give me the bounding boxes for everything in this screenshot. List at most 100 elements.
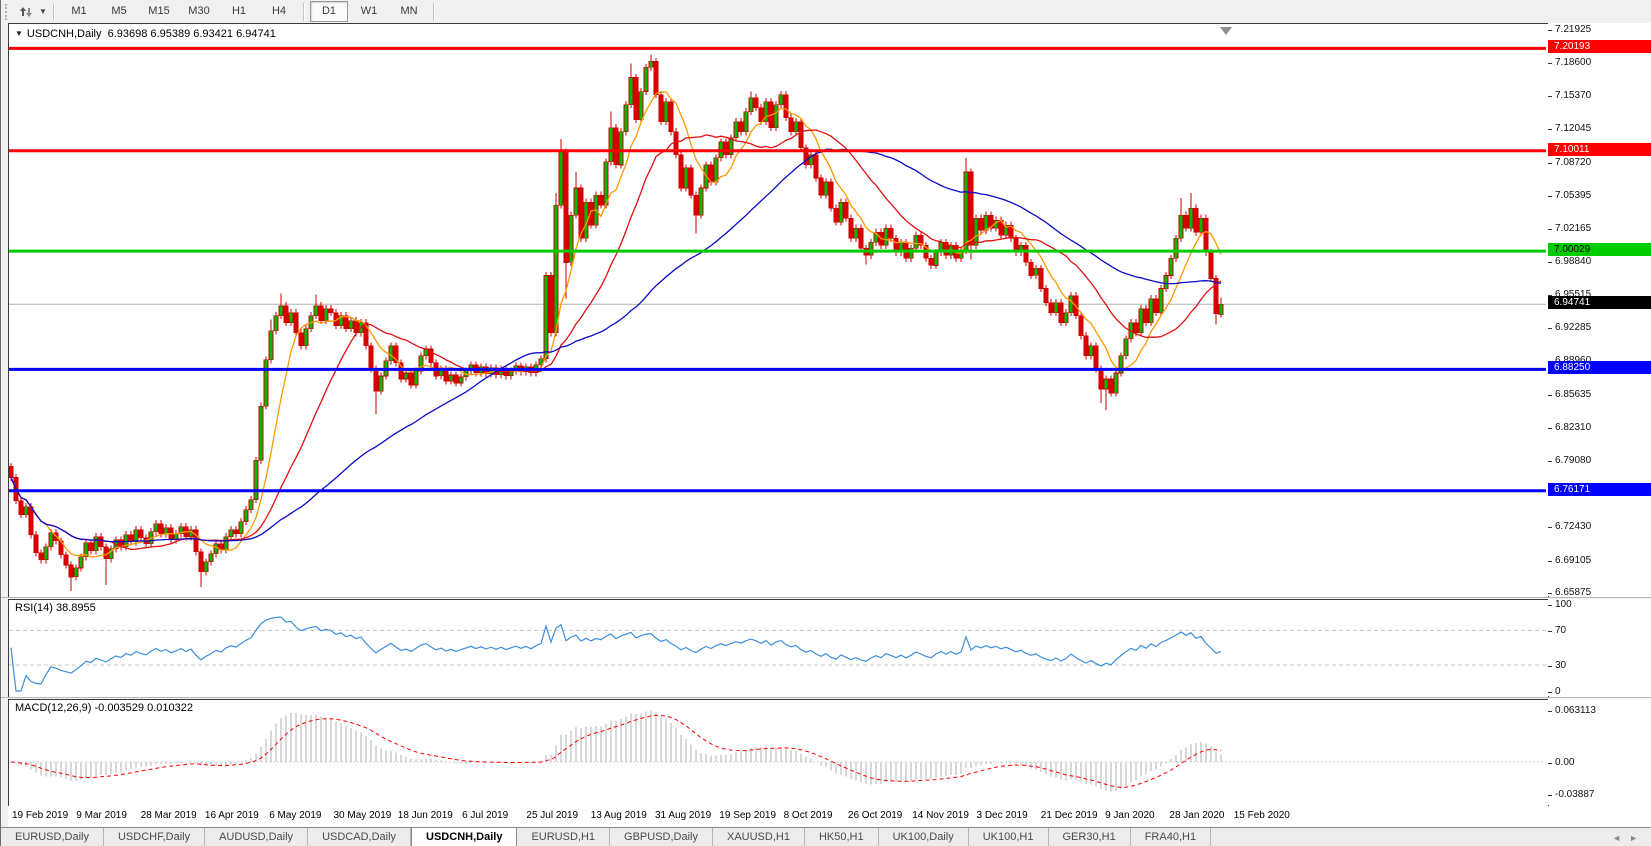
hline-price-flag: 7.10011 [1548, 143, 1651, 156]
date-label: 15 Feb 2020 [1233, 810, 1290, 821]
price-tick-label: 6.98840 [1555, 256, 1592, 267]
rsi-pane[interactable] [8, 599, 1549, 698]
chart-tab-usdchf-daily[interactable]: USDCHF,Daily [104, 828, 206, 846]
hline-price-flag: 7.00029 [1548, 243, 1651, 256]
timeframe-button-h1[interactable]: H1 [231, 5, 247, 17]
macd-values: -0.003529 0.010322 [94, 702, 193, 714]
price-tick-label: 6.65875 [1555, 587, 1592, 598]
macd-tick-label: 0.063113 [1555, 705, 1596, 716]
time-axis[interactable]: 19 Feb 2019 9 Mar 2019 28 Mar 2019 16 Apr 2… [8, 806, 1651, 826]
tab-scroll-controls: ◄ ► [1612, 828, 1651, 846]
toolbar-separator [433, 2, 435, 21]
chart-tab-gbpusd-daily[interactable]: GBPUSD,Daily [610, 828, 713, 846]
moving-average-8 [10, 91, 1222, 558]
chart-tab-usdcnh-daily[interactable]: USDCNH,Daily [411, 827, 518, 846]
chart-tab-fra40-h1[interactable]: FRA40,H1 [1131, 828, 1212, 846]
chart-tab-ger30-h1[interactable]: GER30,H1 [1049, 828, 1131, 846]
rsi-tick-label: 70 [1555, 625, 1567, 636]
toolbar-separator [303, 2, 305, 21]
macd-tick-mark [1548, 711, 1552, 712]
date-label: 31 Aug 2019 [655, 810, 712, 821]
rsi-tick-mark [1548, 605, 1552, 606]
macd-histogram [15, 710, 1222, 792]
price-tick-mark [1548, 428, 1552, 429]
chart-tab-uk100-daily[interactable]: UK100,Daily [879, 828, 969, 846]
date-label: 18 Jun 2019 [397, 810, 453, 821]
toolbar-separator [53, 2, 55, 21]
price-tick-mark [1548, 593, 1552, 594]
date-label: 8 Oct 2019 [783, 810, 833, 821]
price-tick-label: 7.02165 [1555, 223, 1592, 234]
date-label: 13 Aug 2019 [590, 810, 647, 821]
date-label: 6 Jul 2019 [462, 810, 509, 821]
chart-tab-xauusd-h1[interactable]: XAUUSD,H1 [713, 828, 805, 846]
tab-scroll-right-icon[interactable]: ► [1629, 832, 1638, 843]
date-label: 9 Mar 2019 [76, 810, 127, 821]
price-tick-label: 6.69105 [1555, 555, 1592, 566]
chart-tab-hk50-h1[interactable]: HK50,H1 [805, 828, 879, 846]
rsi-label: RSI(14) 38.8955 [15, 602, 96, 614]
macd-plot [9, 710, 1546, 792]
tab-scroll-left-icon[interactable]: ◄ [1612, 832, 1622, 843]
price-tick-mark [1548, 461, 1552, 462]
price-tick-label: 6.82310 [1555, 422, 1592, 433]
price-tick-label: 6.85635 [1555, 389, 1592, 400]
price-tick-mark [1548, 196, 1552, 197]
price-tick-label: 6.92285 [1555, 322, 1592, 333]
pane-divider[interactable] [1, 597, 1651, 600]
chart-tabs-bar: EURUSD,Daily USDCHF,Daily AUDUSD,Daily USDC… [1, 827, 1651, 846]
moving-average-55 [10, 148, 1222, 543]
price-tick-mark [1548, 527, 1552, 528]
hline-price-flag: 6.76171 [1548, 483, 1651, 496]
macd-signal-line [10, 714, 1222, 788]
timeframe-button-m5[interactable]: M5 [111, 5, 127, 17]
price-tick-label: 7.08720 [1555, 157, 1592, 168]
chart-shift-marker-icon[interactable] [1220, 27, 1232, 35]
chart-tab-audusd-daily[interactable]: AUDUSD,Daily [205, 828, 309, 846]
periodicity-dropdown-caret[interactable]: ▼ [39, 7, 47, 16]
date-label: 25 Jul 2019 [526, 810, 579, 821]
price-tick-mark [1548, 229, 1552, 230]
main-chart-pane[interactable] [8, 23, 1549, 598]
chart-title: ▼ USDCNH,Daily 6.93698 6.95389 6.93421 6.… [15, 28, 276, 40]
pane-divider[interactable] [1, 697, 1651, 700]
date-label: 28 Mar 2019 [140, 810, 197, 821]
price-tick-mark [1548, 129, 1552, 130]
timeframe-button-m30[interactable]: M30 [188, 5, 210, 17]
hline-price-flag: 7.20193 [1548, 40, 1651, 53]
date-label: 9 Jan 2020 [1105, 810, 1155, 821]
chart-tab-eurusd-h1[interactable]: EURUSD,H1 [517, 828, 611, 846]
top-toolbar: ▼ M1 M5 M15 M30 H1 H4 D1 W1 MN [1, 0, 1651, 24]
timeframe-button-m1[interactable]: M1 [71, 5, 87, 17]
timeframe-button-h4[interactable]: H4 [271, 5, 287, 17]
rsi-tick-mark [1548, 692, 1552, 693]
chart-tab-uk100-h1[interactable]: UK100,H1 [969, 828, 1049, 846]
timeframe-button-w1[interactable]: W1 [360, 5, 378, 17]
date-label: 19 Feb 2019 [12, 810, 69, 821]
price-tick-label: 7.05395 [1555, 190, 1592, 201]
toolbar-grip[interactable] [5, 3, 12, 20]
rsi-tick-label: 100 [1555, 599, 1572, 610]
macd-label: MACD(12,26,9) -0.003529 0.010322 [15, 702, 193, 714]
chart-tab-eurusd-daily[interactable]: EURUSD,Daily [1, 828, 104, 846]
timeframe-button-d1[interactable]: D1 [310, 1, 348, 22]
date-label: 30 May 2019 [333, 810, 392, 821]
timeframe-button-m15[interactable]: M15 [148, 5, 170, 17]
rsi-plot [9, 616, 1546, 692]
periodicity-icon[interactable] [15, 3, 37, 21]
price-tick-mark [1548, 63, 1552, 64]
current-price-flag: 6.94741 [1548, 296, 1651, 309]
price-tick-label: 7.21925 [1555, 24, 1592, 35]
date-label: 6 May 2019 [269, 810, 322, 821]
price-axis: 7.21925 7.18600 7.15370 7.12045 7.08720 7.053… [1548, 23, 1651, 598]
rsi-axis: 100 70 30 0 [1548, 599, 1651, 697]
chart-tab-usdcad-daily[interactable]: USDCAD,Daily [308, 828, 412, 846]
window-left-frame [1, 23, 8, 846]
macd-pane[interactable] [8, 699, 1549, 807]
candlestick-chart[interactable] [9, 24, 1546, 595]
date-label: 3 Dec 2019 [976, 810, 1028, 821]
date-label: 19 Sep 2019 [719, 810, 777, 821]
chart-title-caret-icon[interactable]: ▼ [15, 29, 23, 38]
timeframe-button-mn[interactable]: MN [400, 5, 418, 17]
macd-tick-label: -0.03887 [1555, 789, 1595, 800]
